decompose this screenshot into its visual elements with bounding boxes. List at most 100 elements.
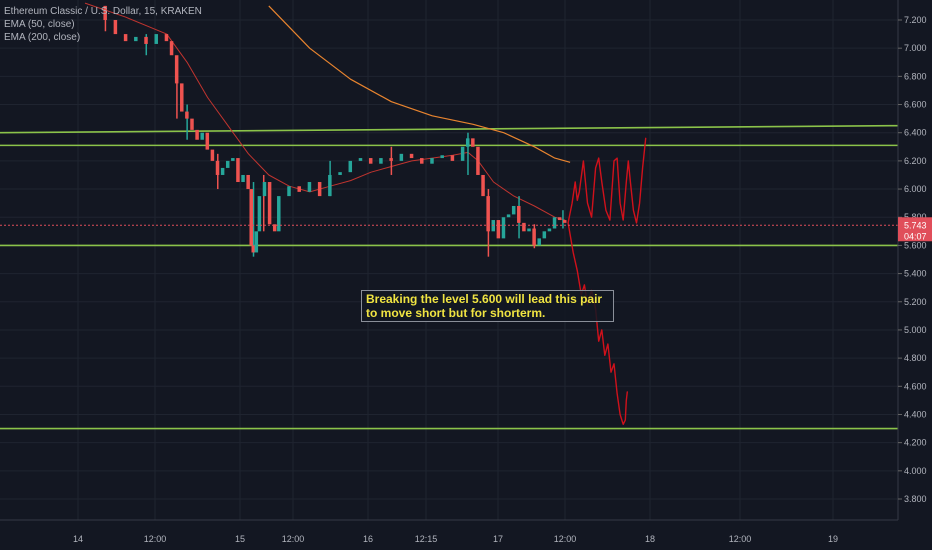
x-tick-label-8: 18 bbox=[645, 534, 655, 544]
candle-8 bbox=[169, 41, 174, 56]
y-tick-label-15: 4.200 bbox=[904, 438, 927, 448]
candle-52 bbox=[476, 146, 480, 175]
x-tick-label-10: 19 bbox=[828, 534, 838, 544]
candle-5 bbox=[144, 36, 148, 44]
candle-6 bbox=[154, 34, 158, 44]
y-axis: 7.200 7.000 6.800 6.600 6.400 6.200 6.000 5.800… bbox=[897, 0, 932, 550]
chart-legend: Ethereum Classic / U.S. Dollar, 15, KRAK… bbox=[4, 5, 202, 44]
candle-43 bbox=[399, 153, 404, 161]
y-tick-label-4: 6.400 bbox=[904, 128, 927, 138]
candle-54 bbox=[486, 196, 490, 232]
candle-69 bbox=[563, 220, 567, 223]
y-tick-label-13: 4.600 bbox=[904, 381, 927, 391]
candle-39 bbox=[358, 158, 363, 161]
y-tick-label-5: 6.200 bbox=[904, 156, 927, 166]
candle-63 bbox=[532, 228, 536, 246]
symbol-title: Ethereum Classic / U.S. Dollar, 15, KRAK… bbox=[4, 6, 202, 17]
candle-30 bbox=[272, 224, 277, 232]
candle-67 bbox=[552, 217, 557, 229]
candle-53 bbox=[481, 174, 485, 197]
candle-65 bbox=[542, 231, 547, 239]
y-tick-label-16: 4.000 bbox=[904, 466, 927, 476]
projection-up-path bbox=[567, 137, 647, 224]
x-tick-label-7: 12:00 bbox=[554, 534, 577, 544]
candle-49 bbox=[460, 146, 465, 161]
y-tick-label-17: 3.800 bbox=[904, 494, 927, 504]
y-tick-label-6: 6.000 bbox=[904, 184, 927, 194]
candle-21 bbox=[236, 158, 240, 183]
text-annotation[interactable]: Breaking the level 5.600 will lead this … bbox=[361, 290, 614, 322]
candle-50 bbox=[465, 138, 470, 147]
candle-66 bbox=[547, 228, 552, 232]
x-axis: 14 12:00 15 12:00 16 12:15 17 12:00 18 12:00 19 bbox=[0, 519, 932, 550]
price-series bbox=[103, 5, 567, 257]
price-tag-countdown: 04:07 bbox=[904, 231, 927, 241]
candle-25 bbox=[251, 245, 256, 253]
candle-46 bbox=[430, 158, 434, 164]
x-tick-label-3: 12:00 bbox=[282, 534, 305, 544]
candle-12 bbox=[190, 118, 194, 130]
candle-3 bbox=[123, 34, 128, 42]
annotation-line-2: to move short but for shorterm. bbox=[366, 306, 546, 320]
x-tick-label-0: 14 bbox=[73, 534, 83, 544]
support-resistance-line-0 bbox=[0, 124, 899, 134]
candle-24 bbox=[249, 189, 253, 246]
candle-16 bbox=[210, 149, 215, 161]
candle-56 bbox=[496, 220, 501, 239]
candle-1 bbox=[103, 5, 107, 21]
x-tick-label-4: 16 bbox=[363, 534, 373, 544]
ema200-line bbox=[268, 5, 571, 163]
candle-44 bbox=[409, 153, 414, 159]
x-tick-label-2: 15 bbox=[235, 534, 245, 544]
x-tick-label-6: 17 bbox=[493, 534, 503, 544]
candle-61 bbox=[522, 222, 526, 232]
candle-41 bbox=[379, 158, 383, 164]
candle-26 bbox=[254, 231, 259, 253]
candle-64 bbox=[537, 238, 541, 246]
x-tick-label-5: 12:15 bbox=[415, 534, 438, 544]
y-tick-label-8: 5.600 bbox=[904, 240, 927, 250]
y-tick-label-9: 5.400 bbox=[904, 269, 927, 279]
price-tag-value: 5.743 bbox=[904, 220, 927, 230]
y-tick-label-1: 7.000 bbox=[904, 43, 927, 53]
candle-9 bbox=[174, 55, 179, 84]
candle-42 bbox=[389, 158, 393, 161]
indicator-ema200[interactable]: EMA (200, close) bbox=[4, 32, 81, 43]
candle-32 bbox=[287, 186, 291, 197]
candle-40 bbox=[368, 158, 373, 164]
candle-58 bbox=[506, 214, 511, 218]
candle-38 bbox=[348, 160, 353, 173]
y-tick-label-10: 5.200 bbox=[904, 297, 927, 307]
y-axis-panel bbox=[898, 0, 932, 550]
candle-20 bbox=[231, 158, 235, 161]
y-tick-label-3: 6.600 bbox=[904, 100, 927, 110]
candle-60 bbox=[517, 205, 521, 223]
candle-33 bbox=[297, 186, 301, 192]
grid bbox=[0, 0, 898, 520]
candle-35 bbox=[317, 182, 322, 197]
price-tag-background bbox=[898, 217, 932, 242]
horizontal-levels bbox=[0, 124, 899, 430]
y-tick-label-0: 7.200 bbox=[904, 15, 927, 25]
candle-31 bbox=[277, 196, 281, 232]
y-tick-label-11: 5.000 bbox=[904, 325, 927, 335]
x-axis-panel bbox=[0, 520, 932, 550]
indicator-ema50[interactable]: EMA (50, close) bbox=[4, 19, 75, 30]
candle-47 bbox=[440, 155, 444, 159]
candle-15 bbox=[205, 132, 210, 150]
candle-34 bbox=[307, 182, 312, 192]
candle-2 bbox=[113, 20, 118, 35]
candle-28 bbox=[262, 182, 267, 197]
candle-36 bbox=[328, 174, 332, 197]
candle-13 bbox=[195, 129, 199, 140]
candle-19 bbox=[225, 160, 230, 168]
ema50-line bbox=[84, 2, 566, 221]
candle-7 bbox=[164, 34, 169, 42]
candle-17 bbox=[215, 160, 220, 175]
candle-11 bbox=[185, 111, 189, 119]
ema-lines bbox=[84, 2, 571, 221]
candle-29 bbox=[267, 182, 272, 225]
y-tick-label-12: 4.800 bbox=[904, 353, 927, 363]
